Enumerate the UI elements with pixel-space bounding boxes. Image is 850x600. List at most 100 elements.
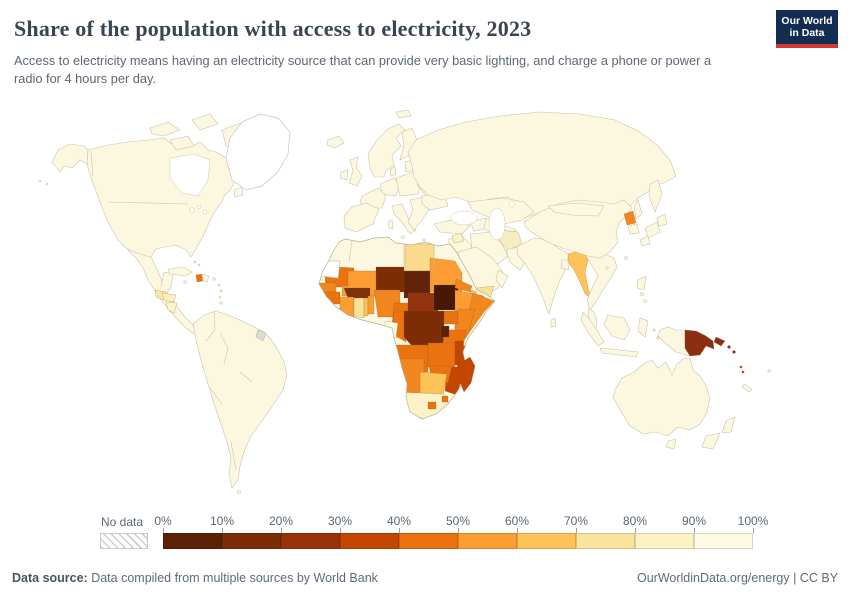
country-dominican-republic[interactable] (201, 273, 210, 283)
country-australia[interactable] (612, 357, 711, 437)
island-tasmania[interactable] (665, 438, 677, 450)
country-puerto-rico[interactable] (212, 277, 216, 281)
country-new-zealand[interactable] (701, 432, 721, 450)
country-south-america[interactable] (192, 310, 288, 489)
island-sulawesi[interactable] (637, 317, 649, 338)
island-crete[interactable] (422, 238, 426, 242)
country-vanuatu[interactable] (741, 370, 745, 374)
country-new-zealand[interactable] (721, 416, 736, 434)
island-sakhalin[interactable] (633, 199, 643, 220)
country-philippines[interactable] (640, 292, 644, 296)
country-oman[interactable] (495, 269, 509, 289)
island-antilles[interactable] (217, 283, 221, 287)
island-antilles[interactable] (219, 289, 223, 293)
legend-bin[interactable] (694, 533, 753, 549)
country-svalbard[interactable] (395, 109, 412, 119)
country-ghana[interactable] (353, 297, 365, 319)
legend-bin[interactable] (281, 533, 340, 549)
island-sicily[interactable] (401, 235, 405, 239)
country-solomon-islands[interactable] (732, 350, 736, 354)
country-honduras[interactable] (161, 292, 177, 303)
country-eswatini[interactable] (441, 395, 449, 403)
country-indochina[interactable] (585, 252, 618, 311)
country-norway-sweden[interactable] (367, 123, 406, 178)
country-north-america[interactable] (86, 137, 241, 335)
country-philippines[interactable] (636, 275, 647, 291)
country-united-kingdom[interactable] (348, 156, 363, 187)
country-lesotho[interactable] (427, 401, 437, 410)
country-sierra-leone[interactable] (319, 298, 331, 311)
island-bahamas[interactable] (197, 263, 201, 267)
country-solomon-islands[interactable] (727, 345, 731, 349)
legend-bin[interactable] (163, 533, 222, 549)
country-south-korea[interactable] (627, 223, 640, 235)
island-sardinia[interactable] (387, 219, 394, 230)
country-kamchatka[interactable] (648, 179, 663, 213)
country-japan[interactable] (644, 221, 661, 239)
island-tierra-del-fuego[interactable] (237, 490, 241, 494)
owid-logo[interactable]: Our World in Data (776, 10, 838, 48)
country-uganda[interactable] (443, 310, 459, 325)
legend-bin[interactable] (576, 533, 635, 549)
island-arctic[interactable] (191, 113, 219, 131)
island-moluccas[interactable] (656, 336, 660, 340)
island-newfoundland[interactable] (233, 186, 244, 198)
country-india[interactable] (516, 237, 573, 315)
country-zambia[interactable] (427, 342, 456, 368)
country-fiji[interactable] (767, 369, 771, 373)
country-iceland[interactable] (326, 135, 345, 149)
country-burkina-faso[interactable] (343, 287, 371, 299)
legend-bin[interactable] (222, 533, 281, 549)
island-antilles[interactable] (218, 295, 222, 299)
country-south-africa[interactable] (396, 391, 450, 419)
country-japan[interactable] (639, 235, 651, 247)
island-new-caledonia[interactable] (741, 383, 753, 393)
country-japan[interactable] (656, 213, 668, 227)
country-madagascar[interactable] (458, 356, 476, 393)
country-bangladesh[interactable] (560, 259, 571, 271)
country-sri-lanka[interactable] (550, 317, 557, 328)
island-bahamas[interactable] (193, 260, 197, 264)
country-syria[interactable] (451, 232, 465, 244)
island-java[interactable] (599, 347, 639, 358)
island-borneo[interactable] (603, 314, 631, 341)
island-victoria[interactable] (169, 135, 195, 151)
country-greenland[interactable] (225, 113, 291, 191)
island-arctic[interactable] (149, 121, 181, 137)
country-togo[interactable] (363, 297, 369, 317)
legend-no-data-swatch[interactable] (100, 533, 148, 549)
legend-bin[interactable] (399, 533, 458, 549)
legend-bin[interactable] (635, 533, 694, 549)
island-aleutian[interactable] (38, 179, 42, 183)
island-new-britain[interactable] (713, 336, 726, 347)
country-eritrea[interactable] (454, 278, 473, 293)
country-spain-portugal[interactable] (343, 202, 380, 233)
country-jamaica[interactable] (183, 280, 187, 284)
country-trinidad[interactable] (219, 301, 223, 305)
country-vanuatu[interactable] (739, 365, 743, 369)
island-aleutian[interactable] (45, 182, 49, 186)
island-sumatra[interactable] (580, 311, 605, 347)
country-libya[interactable] (404, 243, 435, 272)
country-afghanistan[interactable] (499, 229, 523, 251)
legend-bin[interactable] (340, 533, 399, 549)
country-benin[interactable] (367, 295, 375, 315)
legend-bin[interactable] (458, 533, 517, 549)
owid-license-link[interactable]: OurWorldinData.org/energy | CC BY (636, 571, 838, 585)
country-mongolia[interactable] (547, 202, 605, 217)
country-north-korea[interactable] (623, 210, 637, 226)
legend-bin[interactable] (517, 533, 576, 549)
country-italy[interactable] (391, 203, 417, 235)
country-botswana[interactable] (419, 371, 448, 396)
country-ireland[interactable] (339, 169, 349, 181)
country-alaska[interactable] (51, 143, 89, 173)
country-russia[interactable] (407, 111, 677, 220)
country-denmark[interactable] (389, 165, 397, 177)
country-gabon[interactable] (384, 320, 399, 339)
country-china[interactable] (523, 199, 633, 259)
country-nicaragua[interactable] (165, 301, 178, 314)
country-south-sudan[interactable] (433, 284, 459, 311)
island-taiwan[interactable] (624, 256, 628, 260)
country-french-guiana[interactable] (255, 329, 267, 342)
country-somalia[interactable] (464, 292, 495, 340)
